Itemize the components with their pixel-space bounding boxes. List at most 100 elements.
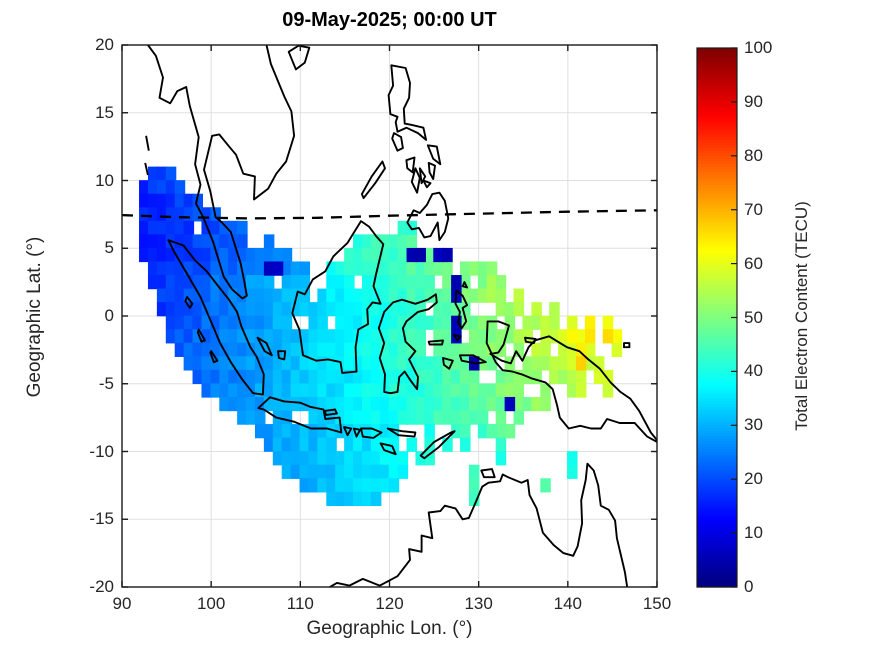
tec-cell bbox=[353, 478, 364, 493]
tec-cell bbox=[540, 396, 551, 412]
tec-cell bbox=[281, 369, 293, 385]
tec-cell bbox=[406, 383, 418, 398]
tec-cell bbox=[147, 193, 159, 208]
colorbar-tick-label: 60 bbox=[744, 253, 763, 273]
tec-cell bbox=[584, 329, 596, 344]
coastline-halmahera bbox=[454, 289, 469, 330]
tec-cell bbox=[237, 342, 248, 357]
tec-cell bbox=[335, 491, 346, 507]
tec-cell bbox=[361, 437, 373, 452]
tec-cell bbox=[477, 383, 489, 398]
tec-cell bbox=[388, 315, 400, 330]
axis-ticks bbox=[121, 44, 658, 588]
tec-cell bbox=[370, 288, 382, 303]
tec-cell bbox=[281, 396, 293, 412]
tec-cell bbox=[424, 410, 435, 425]
tec-cell bbox=[513, 302, 525, 317]
tec-cell bbox=[281, 437, 293, 452]
tec-cell bbox=[228, 247, 239, 263]
tec-cell bbox=[531, 302, 542, 317]
tec-cell bbox=[237, 356, 248, 371]
coastline-luzon bbox=[387, 64, 428, 141]
tec-cell bbox=[281, 410, 293, 425]
coastline-timor bbox=[419, 430, 456, 460]
tec-cell bbox=[192, 329, 204, 344]
tec-cell bbox=[192, 342, 204, 357]
tec-cell bbox=[460, 396, 471, 412]
tec-cell bbox=[174, 207, 186, 222]
tec-cell bbox=[263, 383, 275, 398]
tec-cell bbox=[460, 437, 471, 452]
tec-cell bbox=[344, 329, 355, 344]
tec-cell bbox=[317, 478, 328, 493]
tec-cell bbox=[183, 220, 195, 236]
tec-cell bbox=[219, 329, 230, 344]
tec-cell bbox=[246, 288, 257, 303]
tec-cell bbox=[156, 220, 168, 236]
tec-cell bbox=[451, 315, 462, 330]
tec-cell bbox=[237, 383, 248, 398]
tec-cell bbox=[379, 302, 391, 317]
tec-cell bbox=[451, 275, 462, 290]
tec-cell bbox=[263, 369, 275, 385]
tec-cell bbox=[174, 220, 186, 236]
tec-cell bbox=[228, 315, 239, 330]
tec-cell bbox=[460, 342, 471, 357]
tec-cell bbox=[210, 342, 221, 357]
tec-cell bbox=[210, 356, 221, 371]
tec-cell bbox=[281, 451, 293, 466]
tec-cell bbox=[415, 369, 426, 385]
tec-cell bbox=[575, 369, 587, 385]
tec-cell bbox=[308, 315, 319, 330]
tec-cell bbox=[237, 234, 248, 249]
tec-cell bbox=[361, 478, 373, 493]
tec-cell bbox=[415, 329, 426, 344]
tec-cell bbox=[174, 315, 186, 330]
tec-cell bbox=[602, 383, 614, 398]
tec-cell bbox=[201, 207, 212, 222]
tec-cell bbox=[317, 288, 328, 303]
coastline-belitung bbox=[277, 350, 287, 361]
tec-cell bbox=[326, 478, 337, 493]
coastline-manus bbox=[623, 342, 631, 349]
tec-cell bbox=[219, 261, 230, 276]
tec-cell bbox=[344, 451, 355, 466]
tec-cell bbox=[299, 424, 311, 439]
tec-cell bbox=[263, 261, 275, 276]
tec-cell bbox=[602, 369, 614, 385]
tec-cell bbox=[272, 369, 284, 385]
tec-cell bbox=[290, 356, 302, 371]
tec-cell bbox=[326, 288, 337, 303]
tec-cell bbox=[451, 410, 462, 425]
tec-cell bbox=[344, 315, 355, 330]
tec-cell bbox=[254, 288, 266, 303]
tec-cell bbox=[460, 261, 471, 276]
tec-cell bbox=[237, 247, 248, 263]
tec-cell bbox=[388, 275, 400, 290]
tec-cell bbox=[495, 451, 507, 466]
coastline-buru bbox=[442, 357, 454, 370]
tec-cell bbox=[379, 315, 391, 330]
tec-cell bbox=[272, 261, 284, 276]
tec-cell bbox=[290, 464, 302, 479]
tec-cell bbox=[379, 451, 391, 466]
tec-cell bbox=[388, 451, 400, 466]
tec-cell bbox=[139, 193, 150, 208]
tec-cell bbox=[246, 410, 257, 425]
tec-cell bbox=[183, 315, 195, 330]
tec-cell bbox=[174, 247, 186, 263]
tec-cell bbox=[388, 369, 400, 385]
tec-cell bbox=[388, 342, 400, 357]
tec-cell bbox=[531, 342, 542, 357]
tec-cell bbox=[361, 464, 373, 479]
tec-cell bbox=[558, 369, 569, 385]
tec-cell bbox=[201, 329, 212, 344]
tec-cell bbox=[308, 464, 319, 479]
x-tick-label: 100 bbox=[196, 594, 226, 613]
coastline-yapen bbox=[524, 336, 537, 345]
tec-cell bbox=[353, 369, 364, 385]
coastline-lombok bbox=[352, 427, 362, 438]
tec-cell bbox=[468, 369, 480, 385]
tec-cell bbox=[379, 234, 391, 249]
tec-cell bbox=[397, 342, 409, 357]
